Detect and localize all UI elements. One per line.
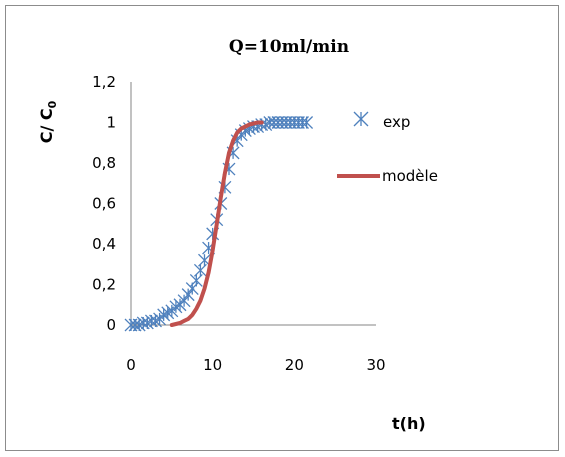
y-tick-label: 0,8 (92, 154, 116, 172)
exp-series (124, 116, 314, 332)
y-axis-label-subscript: 0 (46, 100, 59, 108)
y-tick-label: 0,2 (92, 276, 116, 294)
legend-exp-marker (353, 111, 369, 127)
y-tick-label: 0 (106, 316, 116, 334)
y-tick-label: 1 (106, 114, 116, 132)
legend-exp-asterisk (353, 111, 369, 127)
y-axis-label: C/ C0 (37, 100, 59, 143)
exp-data-point (300, 116, 314, 129)
x-tick-label: 20 (285, 356, 304, 374)
y-axis-label-main: C/ C (37, 108, 56, 143)
x-ticks: 0 10 20 30 (126, 356, 385, 374)
x-tick-label: 30 (366, 356, 385, 374)
y-ticks: 0 0,2 0,4 0,6 0,8 1 1,2 (92, 73, 116, 334)
model-line (169, 120, 264, 327)
x-tick-label: 10 (203, 356, 222, 374)
model-series (169, 120, 264, 327)
legend: exp modèle (337, 111, 438, 185)
exp-data-point (189, 273, 203, 287)
legend-model-label: modèle (382, 167, 438, 185)
y-tick-label: 1,2 (92, 73, 116, 91)
y-tick-label: 0,4 (92, 235, 116, 253)
chart-frame: Q=10ml/min C/ C0 t(h) 0 0,2 0,4 0,6 0,8 1 1,2 … (5, 5, 559, 451)
chart-title: Q=10ml/min (229, 37, 349, 57)
legend-exp-label: exp (383, 113, 410, 131)
exp-data-point (193, 263, 207, 277)
y-tick-label: 0,6 (92, 195, 116, 213)
chart-svg: Q=10ml/min C/ C0 t(h) 00,20,40,60,811,2 … (37, 37, 438, 433)
x-axis-label: t(h) (392, 414, 426, 433)
x-tick-label: 0 (126, 356, 136, 374)
